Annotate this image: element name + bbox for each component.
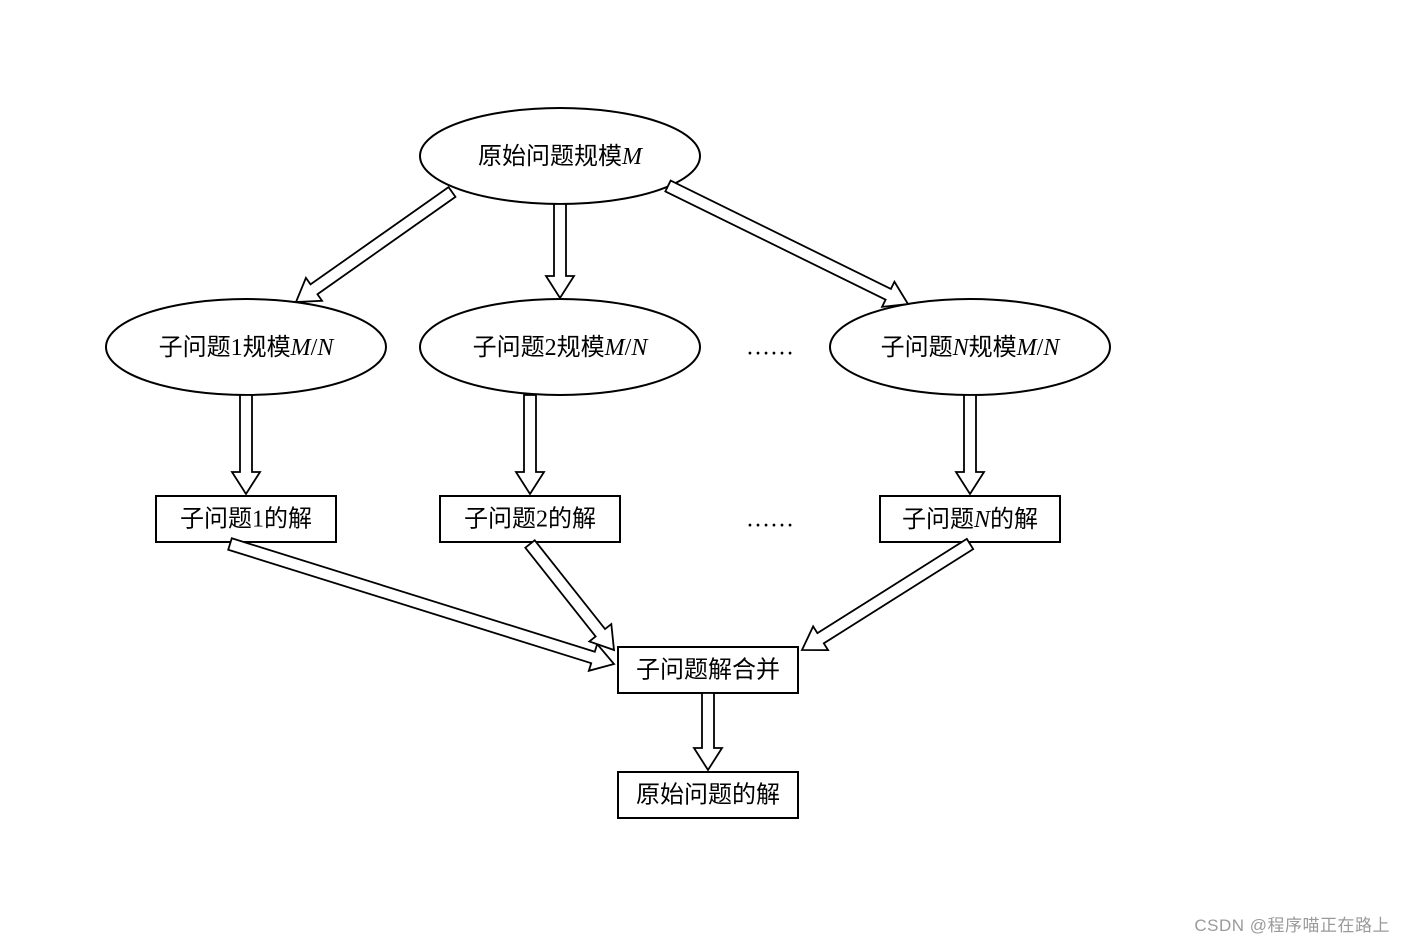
node-sub2: 子问题2规模M/N <box>420 299 700 395</box>
solN-pre: 子问题 <box>902 506 974 533</box>
svg-text:原始问题规模M: 原始问题规模M <box>478 143 644 170</box>
flowchart-canvas: 原始问题规模M 子问题1规模M/N 子问题2规模M/N 子问题N规模M/N ……… <box>0 0 1402 944</box>
svg-text:子问题N的解: 子问题N的解 <box>902 506 1038 533</box>
subN-M: M <box>1016 335 1039 361</box>
subN-pre2: 规模 <box>969 334 1017 361</box>
ellipsis-row2: …… <box>746 507 794 533</box>
sub2-pre: 子问题2规模 <box>473 334 605 361</box>
node-sub1: 子问题1规模M/N <box>106 299 386 395</box>
subN-pre: 子问题 <box>881 334 953 361</box>
watermark: CSDN @程序喵正在路上 <box>1194 911 1390 936</box>
node-sol2: 子问题2的解 <box>440 496 620 542</box>
node-merge: 子问题解合并 <box>618 647 798 693</box>
node-sol1: 子问题1的解 <box>156 496 336 542</box>
node-solN: 子问题N的解 <box>880 496 1060 542</box>
sol1-label: 子问题1的解 <box>180 506 312 533</box>
root-label-ital: M <box>621 144 644 170</box>
node-root: 原始问题规模M <box>420 108 700 204</box>
svg-text:子问题2规模M/N: 子问题2规模M/N <box>473 334 650 361</box>
svg-text:子问题N规模M/N: 子问题N规模M/N <box>881 334 1062 361</box>
final-label: 原始问题的解 <box>636 782 780 809</box>
sub1-pre: 子问题1规模 <box>159 334 291 361</box>
svg-text:子问题1规模M/N: 子问题1规模M/N <box>159 334 336 361</box>
ellipsis-row1: …… <box>746 335 794 361</box>
arrows-group <box>228 181 984 770</box>
solN-post: 的解 <box>990 506 1038 533</box>
sub1-N: N <box>316 335 335 361</box>
sub2-M: M <box>604 335 627 361</box>
sol2-label: 子问题2的解 <box>464 506 596 533</box>
sub2-N: N <box>630 335 649 361</box>
sub1-M: M <box>290 335 313 361</box>
node-subN: 子问题N规模M/N <box>830 299 1110 395</box>
subN-N: N <box>1042 335 1061 361</box>
root-label-pre: 原始问题规模 <box>478 143 622 170</box>
merge-label: 子问题解合并 <box>636 657 780 684</box>
node-final: 原始问题的解 <box>618 772 798 818</box>
